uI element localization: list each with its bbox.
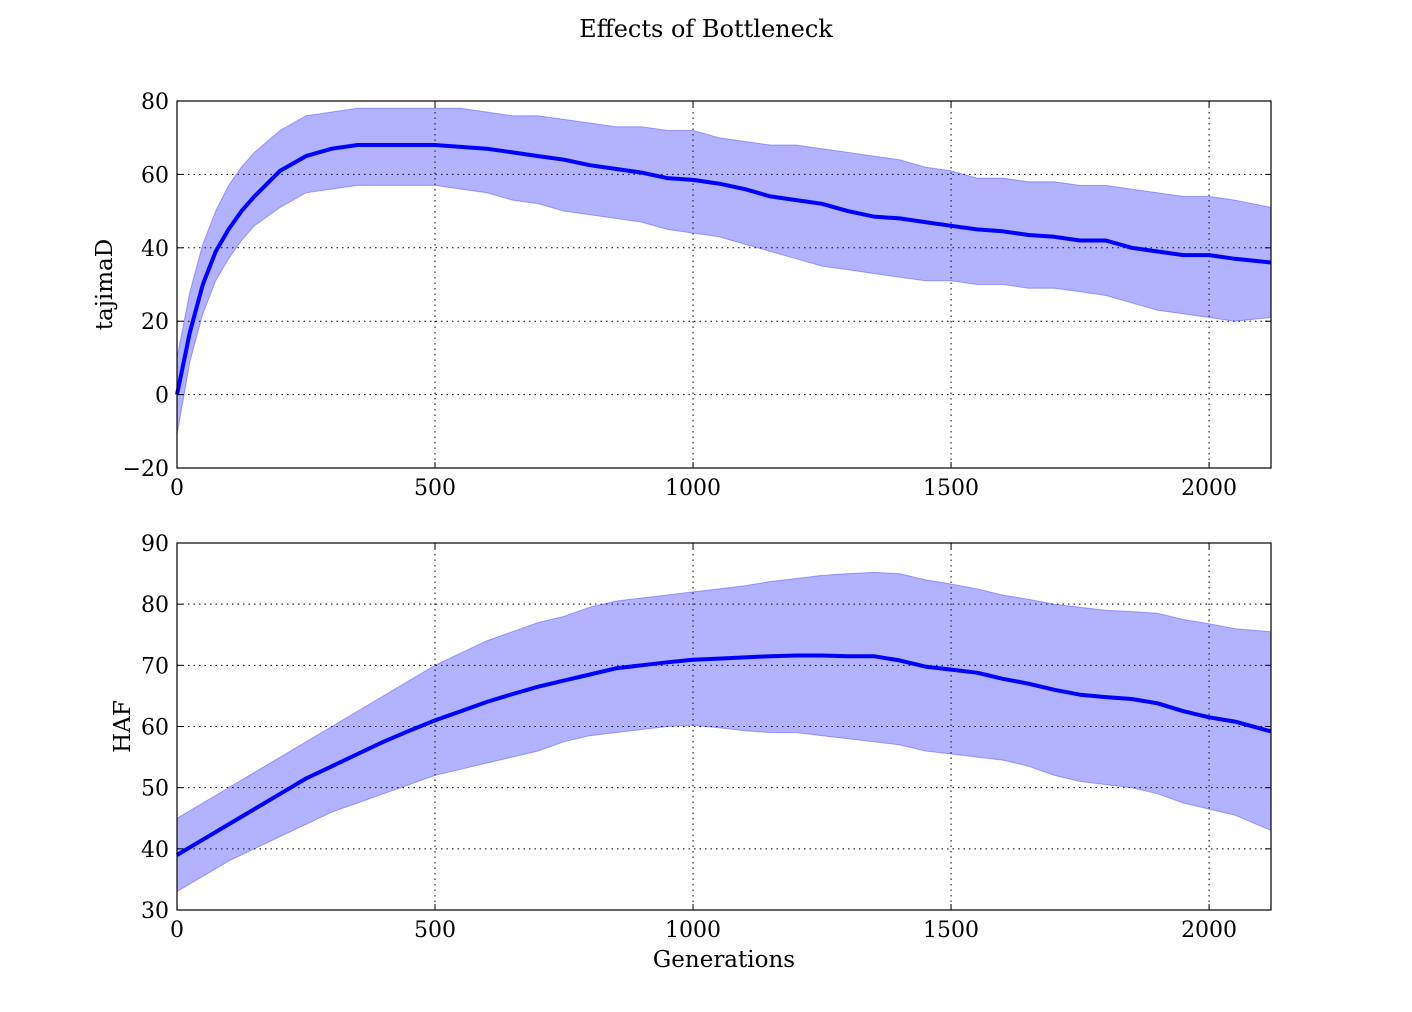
haf-panel: 0 500 1000 1500 2000 30 40 50 60 70 80 90 HAF Generat… <box>110 532 1272 973</box>
y-tick-label: 80 <box>141 90 169 115</box>
figure-title: Effects of Bottleneck <box>579 15 833 43</box>
x-axis-label: Generations <box>653 947 795 973</box>
plot-frame <box>176 100 1272 469</box>
y-tick-label: 40 <box>141 838 169 863</box>
y-tick-label: 50 <box>141 777 169 802</box>
y-axis-label: tajimaD <box>92 239 118 330</box>
y-tick-label: 60 <box>141 716 169 741</box>
y-tick-label: 20 <box>141 310 169 335</box>
confidence-band <box>176 107 1272 436</box>
x-tick-label: 1000 <box>665 476 721 501</box>
y-tick-label: 70 <box>141 654 169 679</box>
y-tick-label: 90 <box>141 532 169 557</box>
x-tick-label: 1500 <box>923 476 979 501</box>
y-tick-label: 30 <box>141 899 169 924</box>
y-tick-label: 40 <box>141 237 169 262</box>
y-tick-label: 60 <box>141 163 169 188</box>
y-axis-label: HAF <box>110 700 136 753</box>
confidence-band <box>176 571 1272 893</box>
x-tick-label: 0 <box>170 918 184 943</box>
x-tick-label: 1500 <box>923 918 979 943</box>
mean-line <box>175 653 1272 857</box>
x-tick-label: 2000 <box>1181 918 1237 943</box>
x-tick-label: 0 <box>170 476 184 501</box>
y-tick-label: −20 <box>123 457 169 482</box>
x-tick-label: 2000 <box>1181 476 1237 501</box>
mean-line <box>175 143 1272 396</box>
x-tick-label: 1000 <box>665 918 721 943</box>
y-tick-label: 0 <box>155 384 169 409</box>
x-tick-label: 500 <box>414 918 456 943</box>
y-tick-label: 80 <box>141 593 169 618</box>
x-tick-label: 500 <box>414 476 456 501</box>
